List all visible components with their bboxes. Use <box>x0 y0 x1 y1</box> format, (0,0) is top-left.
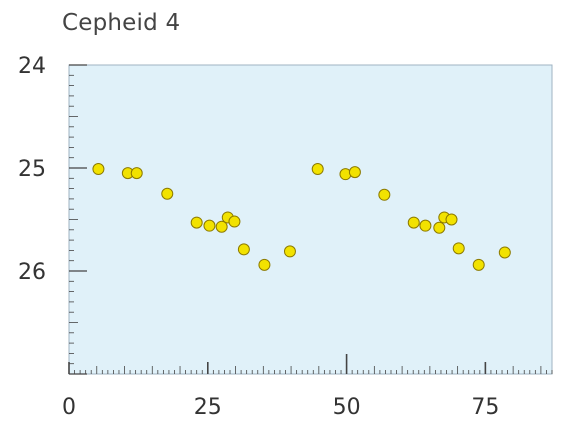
data-point <box>258 258 271 271</box>
y-tick-label: 26 <box>18 260 46 285</box>
x-tick-label: 0 <box>62 395 76 420</box>
data-point <box>348 166 361 179</box>
data-point <box>433 221 446 234</box>
data-point <box>228 215 241 228</box>
tick-labels: 0 25 50 75 24 25 26 <box>18 54 499 420</box>
y-tick-label: 24 <box>18 54 46 79</box>
data-point <box>92 163 105 176</box>
x-tick-label: 25 <box>194 395 222 420</box>
data-point <box>161 187 174 200</box>
major-ticks <box>68 64 487 375</box>
data-point <box>498 246 511 259</box>
y-tick-label: 25 <box>18 157 46 182</box>
plot-area <box>68 64 553 375</box>
data-point <box>419 219 432 232</box>
data-point <box>237 243 250 256</box>
chart-title: Cepheid 4 <box>62 10 181 36</box>
data-point <box>311 163 324 176</box>
data-points <box>92 163 511 271</box>
data-point <box>472 258 485 271</box>
data-point <box>452 242 465 255</box>
data-point <box>203 219 216 232</box>
data-point <box>130 167 143 180</box>
data-point <box>378 188 391 201</box>
minor-ticks <box>69 74 553 374</box>
data-point <box>283 245 296 258</box>
x-tick-label: 75 <box>471 395 499 420</box>
data-point <box>190 216 203 229</box>
data-point <box>445 213 458 226</box>
data-point <box>215 220 228 233</box>
x-tick-label: 50 <box>333 395 361 420</box>
data-point <box>407 216 420 229</box>
